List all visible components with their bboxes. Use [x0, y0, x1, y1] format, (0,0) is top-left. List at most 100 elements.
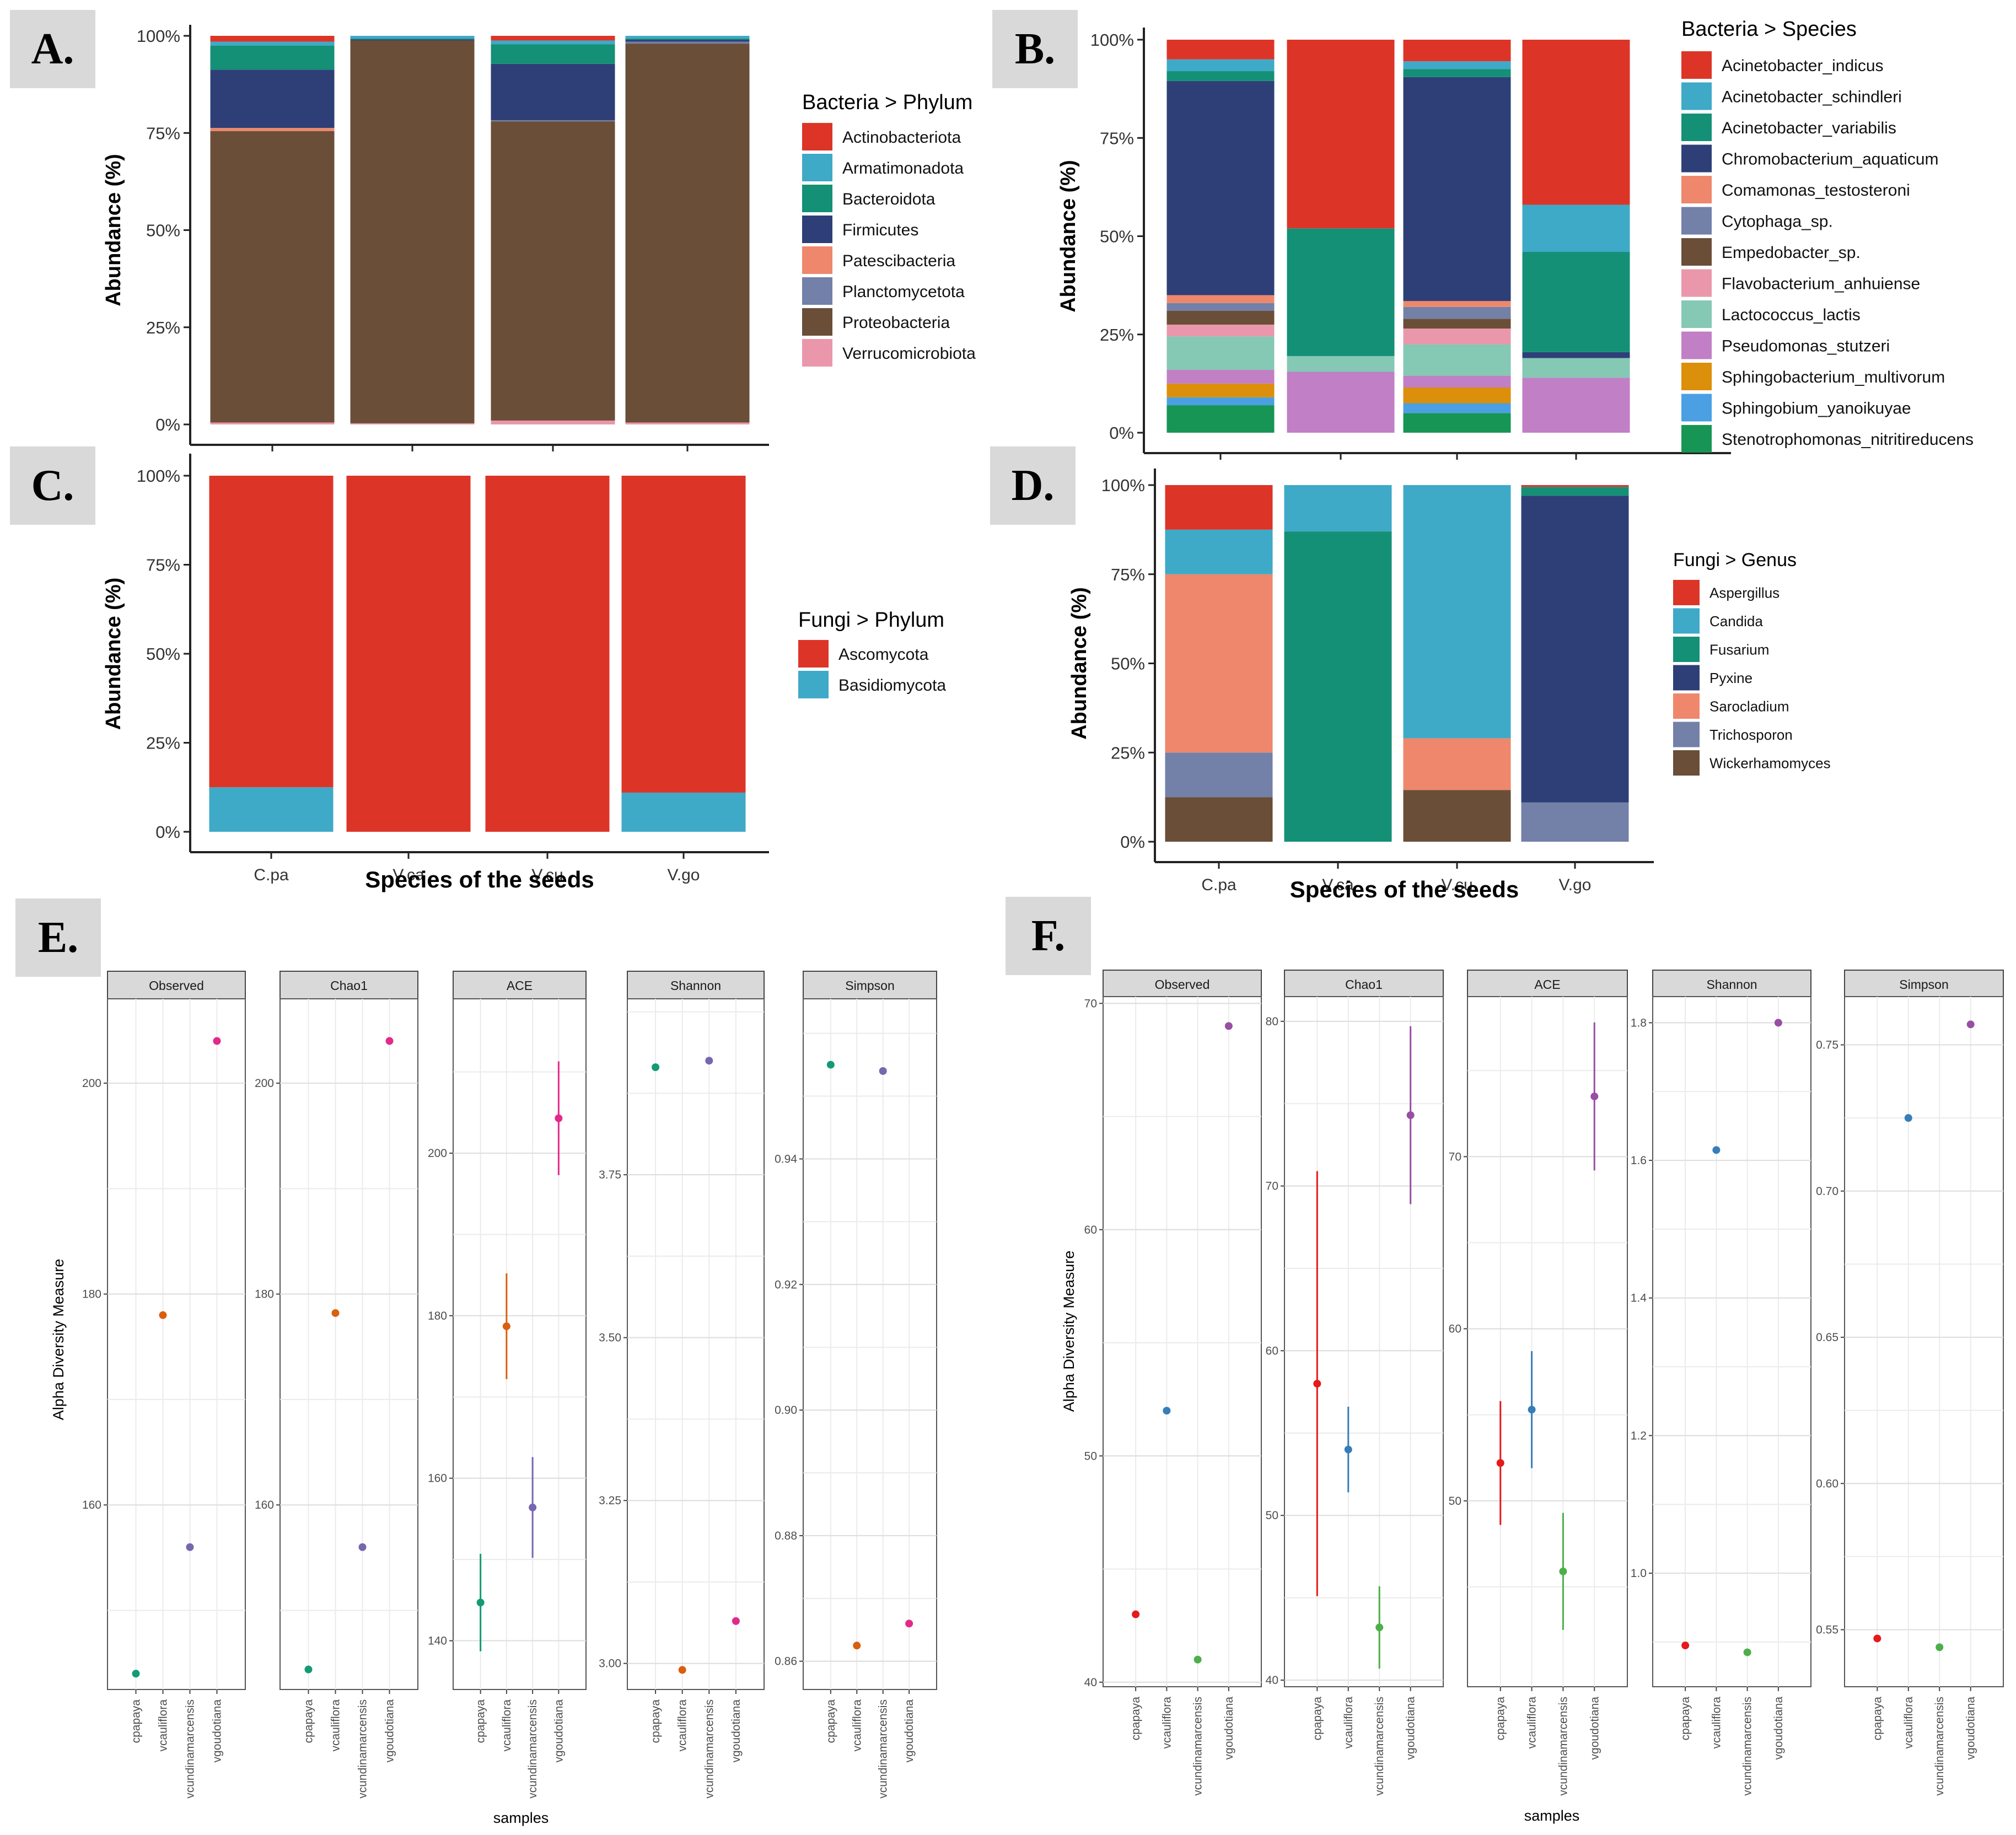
y-tick-label: 0.70	[1816, 1185, 1838, 1198]
y-tick-label: 0.75	[1816, 1039, 1838, 1052]
y-tick-label: 50	[1266, 1509, 1278, 1522]
point-vgoudotiana	[213, 1037, 221, 1045]
legend-label: Sphingobacterium_multivorum	[1722, 368, 1945, 386]
point-cpapaya	[826, 1061, 835, 1069]
point-vcundinamarcensis	[186, 1543, 194, 1551]
x-tick-label: vcundinamarcensis	[184, 1699, 197, 1799]
bar-c-V.go-Ascomycota	[621, 476, 746, 793]
legend-label: Proteobacteria	[842, 314, 950, 332]
facet-panel	[107, 998, 246, 1690]
y-tick-label: 100%	[137, 26, 180, 46]
facet-title: Chao1	[1345, 977, 1383, 992]
x-tick-label: vgoudotiana	[903, 1699, 916, 1763]
legend-label: Empedobacter_sp.	[1722, 244, 1861, 262]
legend-label: Pyxine	[1709, 670, 1752, 686]
bar-d-V.cu-Candida	[1403, 485, 1511, 739]
bar-a-V.ca-Firmicutes	[350, 39, 475, 41]
x-tick-label: vgoudotiana	[1772, 1697, 1785, 1760]
bar-d-C.pa-Aspergillus	[1165, 485, 1273, 530]
facet-strip	[279, 971, 418, 999]
x-tick-label: vgoudotiana	[1965, 1697, 1977, 1760]
legend-swatch	[798, 671, 829, 698]
facet-ace: ACE 50 60 70 cpapaya vcauliflora vcundinamarce…	[1449, 970, 1628, 1796]
legend-label: Lactococcus_lactis	[1722, 306, 1861, 324]
y-tick-label: 0.55	[1816, 1624, 1838, 1637]
x-tick-label: vcauliflora	[157, 1699, 170, 1752]
facet-title: ACE	[507, 978, 533, 993]
point-vcauliflora	[678, 1666, 686, 1674]
bar-b-C.pa-Empedobacter_sp.	[1166, 310, 1275, 325]
x-tick-label: cpapaya	[1679, 1697, 1692, 1741]
y-tick-label: 75%	[146, 123, 180, 143]
y-tick-label: 0%	[1120, 832, 1145, 852]
bar-d-V.cu-Wickerhamomyces	[1403, 790, 1511, 842]
bar-b-C.pa-Acinetobacter_variabilis	[1166, 71, 1275, 81]
y-tick-label: 1.4	[1631, 1292, 1647, 1305]
legend-swatch	[802, 308, 832, 336]
facet-title: Chao1	[330, 978, 368, 993]
x-tick-label: vgoudotiana	[384, 1699, 396, 1763]
legend-swatch	[798, 640, 829, 668]
legend-title: Bacteria > Species	[1681, 18, 1857, 41]
bar-a-V.cu-Proteobacteria	[491, 121, 615, 421]
point-vgoudotiana	[1966, 1020, 1975, 1029]
legend-title: Fungi > Phylum	[798, 609, 944, 632]
facet-panel	[1103, 996, 1262, 1687]
bar-b-V.cu-Acinetobacter_variabilis	[1403, 69, 1511, 77]
legend-swatch	[802, 246, 832, 274]
y-tick-label: 200	[82, 1077, 101, 1090]
x-tick-label: vcauliflora	[676, 1699, 689, 1752]
legend-label: Fusarium	[1709, 641, 1769, 658]
point-vcundinamarcensis	[1194, 1655, 1202, 1664]
facet-shannon: Shannon 3.00 3.25 3.50 3.75 cpapaya vcauliflor…	[599, 971, 765, 1799]
point-vcundinamarcensis	[529, 1503, 537, 1511]
facet-title: Observed	[1155, 977, 1210, 992]
legend-label: Verrucomicrobiota	[842, 345, 976, 363]
facet-title: Simpson	[1899, 977, 1948, 992]
x-tick-label: cpapaya	[1494, 1697, 1507, 1741]
legend-label: Sphingobium_yanoikuyae	[1722, 399, 1911, 417]
bar-a-V.go-Armatimonadota	[625, 36, 750, 39]
point-cpapaya	[1313, 1380, 1321, 1388]
bar-b-V.cu-Pseudomonas_stutzeri	[1403, 375, 1511, 388]
x-axis-title: samples	[1524, 1807, 1580, 1824]
bar-b-C.pa-Chromobacterium_aquaticum	[1166, 80, 1275, 295]
facet-title: ACE	[1534, 977, 1560, 992]
bar-c-V.ca-Ascomycota	[346, 476, 471, 832]
bar-b-C.pa-Comamonas_testosteroni	[1166, 295, 1275, 303]
panel-label-b: B.	[992, 10, 1078, 88]
x-tick-label: vcundinamarcensis	[703, 1699, 716, 1799]
legend-swatch	[1673, 750, 1700, 776]
y-axis-title: Abundance (%)	[102, 154, 125, 306]
y-tick-label: 75%	[1111, 565, 1145, 584]
x-tick-label: cpapaya	[130, 1699, 143, 1743]
y-tick-label: 1.2	[1631, 1429, 1647, 1442]
x-axis-title: Species of the seeds	[365, 867, 594, 892]
legend-swatch	[1681, 176, 1712, 203]
point-vcundinamarcensis	[1375, 1623, 1384, 1632]
y-tick-label: 0%	[155, 822, 180, 842]
legend-label: Pseudomonas_stutzeri	[1722, 337, 1890, 355]
point-cpapaya	[1132, 1610, 1140, 1618]
bar-b-V.cu-Sphingobium_yanoikuyae	[1403, 403, 1511, 413]
bar-b-V.cu-Stenotrophomonas_nitritireducens	[1403, 413, 1511, 433]
x-tick-label: cpapaya	[1311, 1697, 1324, 1741]
bar-d-V.cu-Sarocladium	[1403, 738, 1511, 790]
y-tick-label: 60	[1266, 1344, 1278, 1357]
point-vcundinamarcensis	[358, 1543, 367, 1551]
legend-swatch	[802, 339, 832, 367]
bar-b-C.pa-Sphingobium_yanoikuyae	[1166, 397, 1275, 406]
chart-a: 0% 25% 50% 75% 100% Abundance (%) Bacteria > P…	[102, 25, 976, 451]
legend-swatch	[1681, 300, 1712, 328]
x-tick-label: vcundinamarcensis	[1192, 1697, 1205, 1796]
legend-swatch	[802, 123, 832, 150]
bar-a-C.pa-Verrucomicrobiota	[210, 422, 335, 424]
y-tick-label: 140	[428, 1635, 447, 1648]
facet-panel	[1844, 996, 2004, 1687]
bar-d-C.pa-Trichosporon	[1165, 752, 1273, 798]
y-axis-title: Alpha Diversity Measure	[1061, 1251, 1077, 1412]
bar-b-V.ca-Lactococcus_lactis	[1287, 356, 1395, 372]
chart-b: 0% 25% 50% 75% 100% Abundance (%) Bacteria > S…	[1057, 18, 1974, 460]
legend-label: Flavobacterium_anhuiense	[1722, 275, 1920, 293]
point-cpapaya	[1873, 1634, 1881, 1643]
